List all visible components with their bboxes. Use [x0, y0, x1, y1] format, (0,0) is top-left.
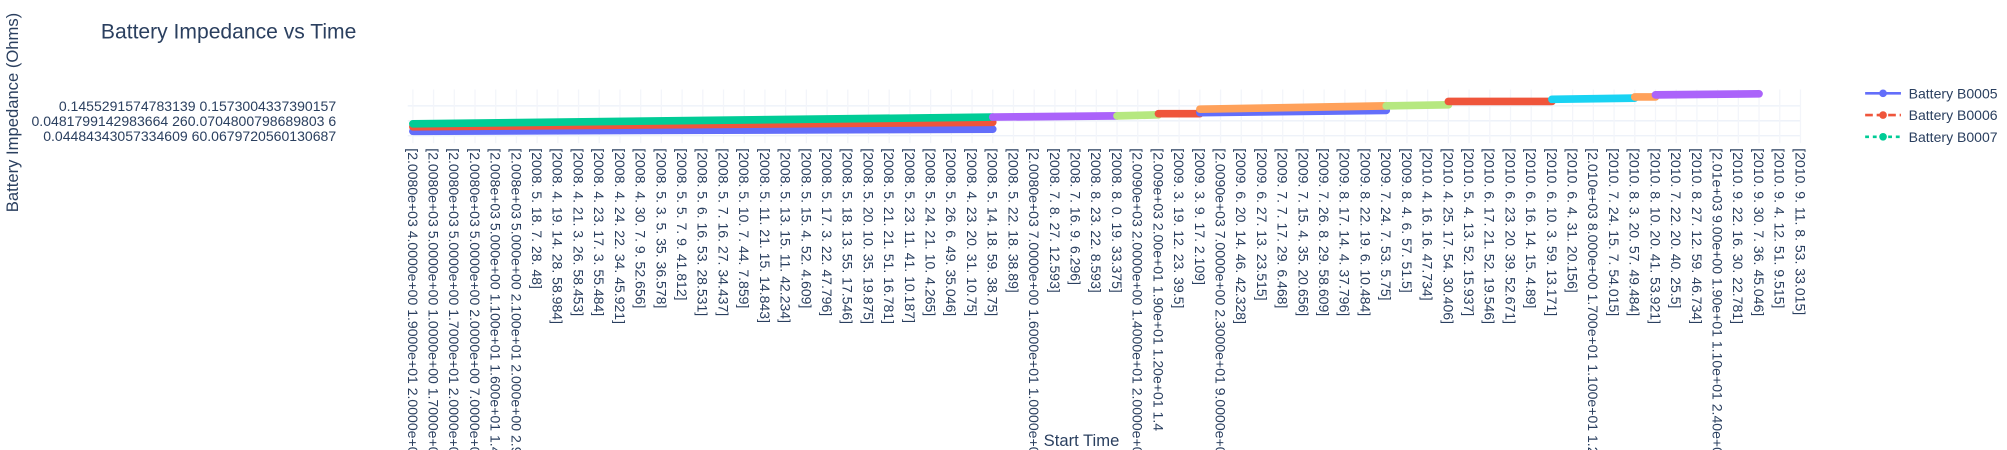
x-tick-label: [2008. 5. 5. 7. 9. 41.812] [674, 148, 690, 300]
data-line [1548, 94, 1639, 104]
x-tick-label: [2.010e+03 8.000e+00 1.700e+01 1.100e+01… [1585, 148, 1601, 450]
x-tick-label: [2008. 5. 13. 15. 11. 42.234] [778, 148, 794, 323]
x-axis-label: Start Time [1044, 431, 1120, 450]
x-tick-label: [2008. 5. 18. 13. 55. 17.546] [840, 148, 856, 324]
x-tick-label: [2.0080e+03 4.0000e+00 1.9000e+01 2.0000… [405, 148, 421, 450]
x-tick-label: [2010. 5. 4. 13. 52. 15.937] [1461, 148, 1477, 316]
x-tick-label: [2.0080e+03 5.0000e+00 1.0000e+00 1.7000… [425, 148, 441, 450]
legend-item: Battery B0005 [1865, 85, 1998, 101]
data-line [1651, 89, 1763, 99]
x-tick-label: [2008. 5. 17. 3. 22. 47.796] [819, 148, 835, 316]
x-tick-label: [2010. 6. 23. 20. 39. 52.671] [1502, 148, 1518, 324]
x-tick-label: [2.0090e+03 7.0000e+00 2.3000e+01 9.0000… [1212, 148, 1228, 450]
x-tick-label: [2008. 4. 21. 3. 26. 58.453] [570, 148, 586, 316]
x-tick-label: [2008. 5. 15. 4. 52. 4.609] [798, 148, 814, 308]
legend-item: Battery B0007 [1865, 129, 1998, 145]
x-tick-label: [2008. 8. 23. 22. 8.593] [1088, 148, 1104, 293]
x-tick-label: [2008. 4. 23. 20. 31. 10.75] [964, 148, 980, 316]
data-line [1382, 101, 1453, 110]
y-tick-label: 0.0481799142983664 260.0704800798689803 … [31, 113, 336, 129]
y-tick-label: 0.04484343057334609 60.0679720560130687 [43, 128, 336, 144]
x-tick-label: [2009. 8. 22. 19. 6. 10.484] [1357, 148, 1373, 316]
y-axis-label: Battery Impedance (Ohms) [3, 13, 22, 212]
x-tick-label: [2010. 7. 24. 15. 7. 54.015] [1606, 148, 1622, 316]
x-tick-label: [2008. 4. 30. 7. 9. 52.656] [633, 148, 649, 308]
x-tick-label: [2.01e+03 9.00e+00 1.90e+01 1.10e+01 2.4… [1710, 148, 1726, 450]
x-tick-label: [2.009e+03 2.00e+01 1.90e+01 1.20e+01 1.… [1150, 148, 1166, 431]
x-tick-label: [2008. 5. 20. 10. 35. 19.875] [860, 148, 876, 324]
x-tick-label: [2.0080e+03 5.0000e+00 2.0000e+00 7.0000… [467, 148, 483, 450]
data-line [1196, 102, 1391, 114]
x-tick-label: [2008. 5. 6. 16. 53. 28.531] [695, 148, 711, 316]
x-tick-label: [2009. 7. 24. 7. 53. 5.75] [1378, 148, 1394, 300]
x-tick-label: [2009. 7. 26. 8. 29. 58.609] [1316, 148, 1332, 316]
data-line [409, 113, 997, 128]
x-tick-label: [2008. 5. 23. 11. 41. 10.187] [902, 148, 918, 323]
x-tick-label: [2010. 4. 16. 16. 47.734] [1420, 148, 1436, 300]
legend-marker [1879, 111, 1887, 119]
x-tick-label: [2010. 7. 22. 20. 40. 25.5] [1668, 148, 1684, 308]
x-tick-label: [2008. 5. 18. 7. 28. 48] [529, 148, 545, 289]
x-tick-label: [2.008e+03 5.000e+00 1.100e+01 1.600e+01… [488, 148, 504, 450]
x-tick-label: [2008. 5. 24. 21. 10. 4.265] [923, 148, 939, 316]
x-tick-label: [2009. 3. 19. 12. 23. 39.5] [1171, 148, 1187, 308]
x-tick-label: [2010. 8. 3. 20. 57. 49.484] [1627, 148, 1643, 316]
x-tick-label: [2008. 5. 10. 7. 44. 7.859] [736, 148, 752, 308]
x-tick-label: [2008. 7. 8. 27. 12.593] [1047, 148, 1063, 293]
legend-marker [1879, 89, 1887, 98]
x-tick-label: [2.0080e+03 7.0000e+00 1.6000e+01 1.0000… [1026, 148, 1042, 450]
x-tick-label: [2.0090e+03 2.0000e+00 1.4000e+01 2.0000… [1130, 148, 1146, 450]
x-tick-label: [2009. 6. 20. 14. 46. 42.328] [1233, 148, 1249, 324]
x-tick-label: [2008. 4. 19. 14. 28. 58.984] [550, 148, 566, 324]
x-tick-label: [2010. 4. 25. 17. 54. 30.406] [1440, 148, 1456, 324]
x-tick-label: [2010. 6. 10. 3. 59. 13.171] [1544, 148, 1560, 316]
x-tick-label: [2.008e+03 5.000e+00 2.100e+01 2.000e+00… [508, 148, 524, 450]
x-tick-label: [2008. 5. 7. 16. 27. 34.437] [715, 148, 731, 316]
x-tick-label: [2010. 9. 4. 12. 51. 9.515] [1772, 148, 1788, 308]
x-tick-label: [2008. 5. 21. 21. 51. 16.781] [881, 148, 897, 324]
x-tick-label: [2008. 4. 23. 17. 3. 55.484] [591, 148, 607, 316]
x-tick-label: [2008. 4. 24. 22. 34. 45.921] [612, 148, 628, 324]
x-tick-label: [2010. 6. 4. 31. 20.156] [1565, 148, 1581, 293]
legend-item: Battery B0006 [1865, 107, 1998, 123]
x-tick-label: [2008. 5. 22. 18. 38.89] [1005, 148, 1021, 293]
x-tick-label: [2010. 9. 11. 8. 53. 33.015] [1792, 148, 1808, 315]
data-line [1113, 111, 1163, 120]
y-tick-label: 0.1455291574783139 0.1573004337390157 [59, 98, 337, 114]
x-tick-label: [2009. 7. 15. 4. 35. 20.656] [1295, 148, 1311, 316]
data-line [988, 112, 1121, 121]
x-tick-label: [2010. 6. 17. 21. 52. 19.546] [1482, 148, 1498, 324]
x-tick-label: [2010. 9. 30. 7. 36. 45.046] [1751, 148, 1767, 316]
x-tick-label: [2010. 8. 27. 12. 59. 46.734] [1689, 148, 1705, 324]
x-tick-label: [2009. 7. 7. 17. 29. 6.468] [1275, 148, 1291, 308]
x-tick-label: [2008. 5. 11. 21. 15. 14.843] [757, 148, 773, 323]
x-tick-label: [2009. 8. 4. 6. 57. 51.5] [1399, 148, 1415, 292]
legend-label: Battery B0006 [1909, 107, 1998, 123]
chart-title: Battery Impedance vs Time [101, 20, 356, 43]
legend-marker [1879, 132, 1887, 141]
x-tick-label: [2009. 6. 27. 13. 23.515] [1254, 148, 1270, 300]
data-line [409, 125, 997, 136]
x-tick-label: [2010. 9. 22. 16. 30. 22.781] [1730, 148, 1746, 324]
x-tick-label: [2010. 8. 10. 20. 41. 53.921] [1647, 148, 1663, 324]
x-tick-label: [2008. 8. 0. 19. 33.375] [1109, 148, 1125, 293]
x-tick-label: [2008. 5. 14. 18. 59. 38.75] [985, 148, 1001, 316]
x-tick-label: [2008. 5. 26. 6. 49. 35.046] [943, 148, 959, 316]
legend-label: Battery B0005 [1909, 85, 1998, 101]
x-tick-label: [2009. 3. 9. 17. 2.109] [1192, 148, 1208, 285]
x-tick-label: [2.0080e+03 5.0000e+00 1.7000e+01 2.0000… [446, 148, 462, 450]
x-tick-label: [2010. 6. 16. 14. 15. 4.89] [1523, 148, 1539, 308]
x-tick-label: [2008. 5. 3. 5. 35. 36.578] [653, 148, 669, 308]
x-tick-label: [2008. 7. 16. 9. 6.296] [1067, 148, 1083, 285]
legend-label: Battery B0007 [1909, 129, 1998, 145]
x-tick-label: [2009. 8. 17. 14. 4. 37.796] [1337, 148, 1353, 316]
